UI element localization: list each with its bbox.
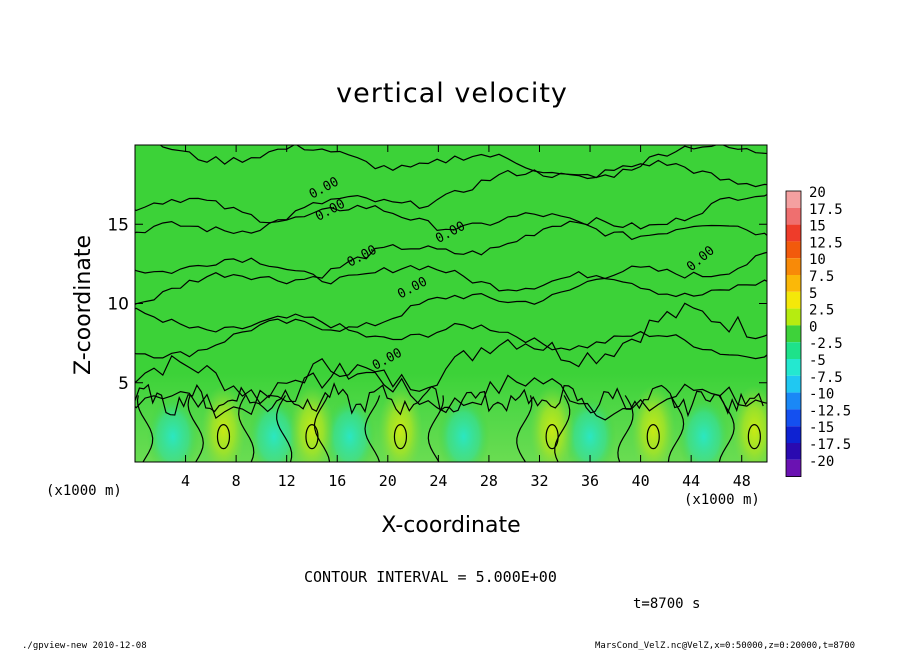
colorbar-label: -17.5 — [809, 437, 851, 453]
x-tick-label: 4 — [181, 472, 190, 490]
y-tick-label: 15 — [107, 215, 129, 235]
colorbar-frame — [785, 190, 802, 478]
contour-loop — [747, 424, 761, 450]
colorbar-label: 20 — [809, 185, 826, 201]
colorbar-label: -15 — [809, 420, 834, 436]
contour-line — [135, 382, 764, 418]
contour-loop — [216, 424, 231, 450]
x-tick-label: 12 — [278, 472, 296, 490]
contour-line — [667, 395, 685, 462]
colorbar-swatch — [786, 359, 801, 376]
colorbar-swatch — [786, 275, 801, 292]
footer-right: MarsCond_VelZ.nc@VelZ,x=0:50000,z=0:2000… — [595, 641, 856, 651]
colorbar-label: 5 — [809, 286, 817, 302]
colorbar-swatch — [786, 392, 801, 410]
colorbar-swatch — [786, 342, 801, 359]
colorbar-label: 12.5 — [809, 235, 843, 251]
colorbar-label: 10 — [809, 252, 826, 268]
contour-line — [135, 145, 767, 235]
colorbar-label: -20 — [809, 454, 834, 470]
x-tick-label: 32 — [530, 472, 548, 490]
x-tick-label: 28 — [480, 472, 498, 490]
colorbar-swatch — [786, 191, 801, 208]
warm-region — [378, 385, 423, 462]
colorbar-label: 15 — [809, 219, 826, 235]
contour-line — [187, 395, 204, 462]
colorbar-swatch — [786, 308, 801, 326]
colorbar-label: 17.5 — [809, 202, 843, 218]
colorbar-swatch — [786, 325, 801, 343]
contour-line — [135, 251, 767, 359]
x-tick-label: 20 — [379, 472, 397, 490]
colorbar-swatch — [786, 224, 801, 242]
cool-region — [248, 396, 301, 462]
contour-line — [516, 395, 533, 462]
warm-region — [631, 385, 676, 462]
contour-line — [136, 395, 154, 462]
warm-region — [201, 385, 246, 462]
x-tick-label: 44 — [682, 472, 700, 490]
warm-region — [732, 385, 767, 462]
colorbar-label: 7.5 — [809, 269, 834, 285]
contour-line — [135, 197, 767, 241]
x-axis-label: X-coordinate — [381, 513, 521, 538]
contour-line — [617, 395, 634, 462]
colorbar-label: -2.5 — [809, 336, 843, 352]
x-tick-label: 48 — [733, 472, 751, 490]
contour-line — [313, 395, 331, 462]
colorbar-swatch — [786, 443, 801, 460]
contour-loop — [545, 424, 559, 450]
contour-line — [135, 307, 767, 360]
x-tick-label: 16 — [328, 472, 346, 490]
colorbar-swatch — [786, 241, 801, 259]
contour-loop — [393, 424, 408, 450]
contour-line — [135, 193, 767, 306]
contour-line — [718, 395, 735, 462]
contour-line — [427, 395, 445, 462]
contour-line — [135, 257, 767, 298]
chart-title: vertical velocity — [336, 78, 568, 109]
contour-line — [159, 145, 767, 188]
colorbar-swatch — [786, 291, 801, 309]
colorbar-label: 0 — [809, 319, 817, 335]
contour-line — [238, 395, 255, 462]
x-unit-label-left: (x1000 m) — [46, 483, 122, 499]
x-tick-label: 36 — [581, 472, 599, 490]
warm-region — [530, 385, 575, 462]
x-tick-label: 40 — [632, 472, 650, 490]
cool-region — [564, 396, 617, 462]
y-axis-label: Z-coordinate — [71, 235, 96, 375]
colorbar-label: -7.5 — [809, 370, 843, 386]
contour-line — [364, 395, 381, 462]
cool-region — [437, 396, 490, 462]
colorbar-swatch — [786, 459, 801, 477]
contour-loop — [646, 424, 660, 450]
colorbar-label: -12.5 — [809, 403, 851, 419]
colorbar-swatch — [786, 409, 801, 427]
x-tick-label: 24 — [429, 472, 447, 490]
colorbar-label: 2.5 — [809, 303, 834, 319]
contour-line — [135, 302, 767, 420]
contour-loop — [305, 424, 319, 450]
contour-interval-label: CONTOUR INTERVAL = 5.000E+00 — [304, 568, 557, 586]
colorbar-label: -10 — [809, 387, 834, 403]
time-label: t=8700 s — [633, 596, 701, 612]
cool-region — [146, 396, 199, 462]
footer-left: ./gpview-new 2010-12-08 — [22, 641, 147, 651]
colorbar-swatch — [786, 375, 801, 393]
y-tick-label: 5 — [118, 374, 129, 394]
colorbar-swatch — [786, 207, 801, 225]
colorbar-label: -5 — [809, 353, 826, 369]
contour-line — [276, 395, 293, 462]
colorbar-swatch — [786, 426, 801, 443]
contour-line — [554, 395, 571, 462]
x-tick-label: 8 — [232, 472, 241, 490]
colorbar-swatch — [786, 258, 801, 275]
x-unit-label-right: (x1000 m) — [684, 492, 760, 508]
y-tick-label: 10 — [107, 295, 129, 315]
contour-line — [135, 354, 767, 421]
cool-region — [323, 396, 376, 462]
cool-region — [677, 396, 730, 462]
